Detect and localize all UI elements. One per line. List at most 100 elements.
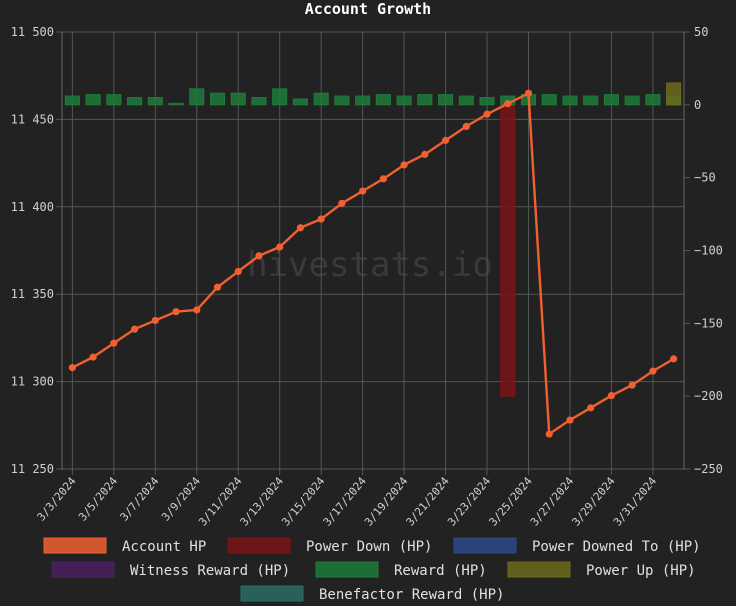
x-tick-label: 3/31/2024	[611, 474, 660, 528]
bar-reward-hp	[562, 95, 578, 106]
legend-swatch	[453, 537, 517, 554]
chart-title: Account Growth	[305, 0, 431, 18]
bar-reward-hp	[147, 97, 163, 106]
account-hp-point	[317, 215, 325, 223]
legend-label: Reward (HP)	[394, 563, 487, 579]
bar-reward-hp	[583, 95, 599, 106]
y-left-tick-label: 11 400	[11, 200, 54, 214]
x-tick-label: 3/5/2024	[76, 474, 120, 523]
account-hp-point	[462, 122, 470, 130]
legend-item-power-up-hp[interactable]: Power Up (HP)	[507, 561, 696, 579]
bar-reward-hp	[438, 94, 454, 106]
legend-swatch	[43, 537, 107, 554]
account-hp-point	[130, 325, 139, 333]
gridlines	[56, 31, 690, 475]
y-right-tick-label: −150	[694, 316, 723, 330]
account-hp-point	[338, 199, 346, 207]
account-hp-point	[359, 187, 367, 195]
bar-power-up-hp	[666, 82, 682, 106]
account-hp-point	[587, 404, 595, 412]
bar-power-down-hp	[500, 104, 516, 397]
y-right-tick-label: −50	[694, 171, 716, 185]
bar-reward-hp	[168, 102, 184, 106]
y-right-tick-label: 50	[694, 25, 708, 39]
bar-reward-hp	[603, 94, 619, 106]
legend-label: Account HP	[122, 539, 206, 555]
x-tick-label: 3/9/2024	[159, 474, 203, 523]
y-right-tick-label: −200	[694, 389, 723, 403]
bar-reward-hp	[127, 97, 143, 106]
bar-reward-hp	[417, 94, 433, 106]
account-hp-point	[483, 110, 491, 118]
account-hp-point	[421, 150, 429, 158]
account-hp-point	[379, 175, 387, 183]
account-hp-point	[89, 353, 97, 361]
watermark: hivestats.io	[247, 245, 493, 285]
bar-reward-hp	[624, 95, 640, 106]
account-hp-point	[566, 416, 574, 424]
bar-reward-hp	[272, 88, 288, 106]
account-hp-point	[193, 306, 201, 314]
bar-reward-hp	[189, 88, 205, 106]
legend-item-account-hp[interactable]: Account HP	[43, 537, 206, 555]
account-hp-point	[110, 339, 118, 347]
account-hp-point	[400, 161, 408, 169]
bar-reward-hp	[396, 95, 412, 106]
legend-item-power-downed-to-hp[interactable]: Power Downed To (HP)	[453, 537, 701, 555]
account-hp-point	[68, 364, 76, 372]
legend-label: Benefactor Reward (HP)	[319, 587, 504, 603]
account-hp-point	[504, 100, 512, 108]
account-hp-point	[296, 224, 305, 232]
bar-reward-hp	[230, 92, 246, 106]
bar-reward-hp	[334, 95, 350, 106]
account-hp-point	[276, 243, 284, 251]
account-hp-point	[255, 252, 263, 260]
legend-item-reward-hp[interactable]: Reward (HP)	[315, 561, 487, 579]
bar-reward-hp	[375, 94, 391, 106]
account-hp-point	[441, 136, 450, 144]
bar-reward-hp	[541, 94, 557, 106]
bar-reward-hp	[209, 92, 226, 106]
legend-item-witness-reward-hp[interactable]: Witness Reward (HP)	[51, 561, 290, 579]
legend[interactable]: Account HP Power Down (HP) Power Downed To…	[43, 537, 701, 603]
legend-item-benefactor-reward-hp[interactable]: Benefactor Reward (HP)	[240, 585, 504, 603]
y-right-tick-label: 0	[694, 98, 701, 112]
bar-reward-hp	[479, 97, 495, 106]
account-hp-point	[234, 267, 242, 276]
bar-reward-hp	[106, 94, 122, 106]
y-left-tick-label: 11 350	[11, 287, 54, 301]
x-tick-label: 3/7/2024	[118, 474, 162, 523]
account-hp-point	[670, 355, 678, 363]
account-hp-point	[151, 316, 159, 325]
y-right-tick-label: −250	[694, 462, 723, 476]
account-hp-line	[71, 91, 675, 436]
account-hp-point	[545, 430, 553, 438]
legend-swatch	[227, 537, 291, 554]
account-hp-point	[213, 283, 222, 291]
bar-reward-hp	[251, 97, 267, 106]
account-hp-point	[172, 308, 180, 316]
legend-swatch	[315, 561, 379, 578]
legend-label: Power Down (HP)	[306, 539, 432, 555]
account-hp-point	[649, 367, 657, 375]
legend-label: Witness Reward (HP)	[130, 563, 290, 579]
bar-reward-hp	[85, 94, 101, 106]
bar-reward-hp	[292, 98, 308, 106]
y-left-tick-label: 11 500	[11, 25, 54, 39]
account-hp-point	[628, 381, 636, 389]
y-left-tick-label: 11 300	[11, 375, 54, 389]
account-hp-point	[524, 89, 533, 97]
legend-item-power-down-hp[interactable]: Power Down (HP)	[227, 537, 432, 555]
y-left-tick-label: 11 450	[11, 112, 54, 126]
legend-swatch	[240, 585, 304, 602]
bar-reward-hp	[645, 94, 661, 106]
bar-series	[64, 82, 682, 397]
account-hp-point	[607, 391, 616, 400]
legend-label: Power Up (HP)	[586, 563, 696, 579]
bar-reward-hp	[355, 95, 371, 106]
y-left-tick-label: 11 250	[11, 462, 54, 476]
legend-swatch	[507, 561, 571, 578]
x-tick-label: 3/3/2024	[35, 474, 79, 523]
line-series	[68, 89, 678, 438]
